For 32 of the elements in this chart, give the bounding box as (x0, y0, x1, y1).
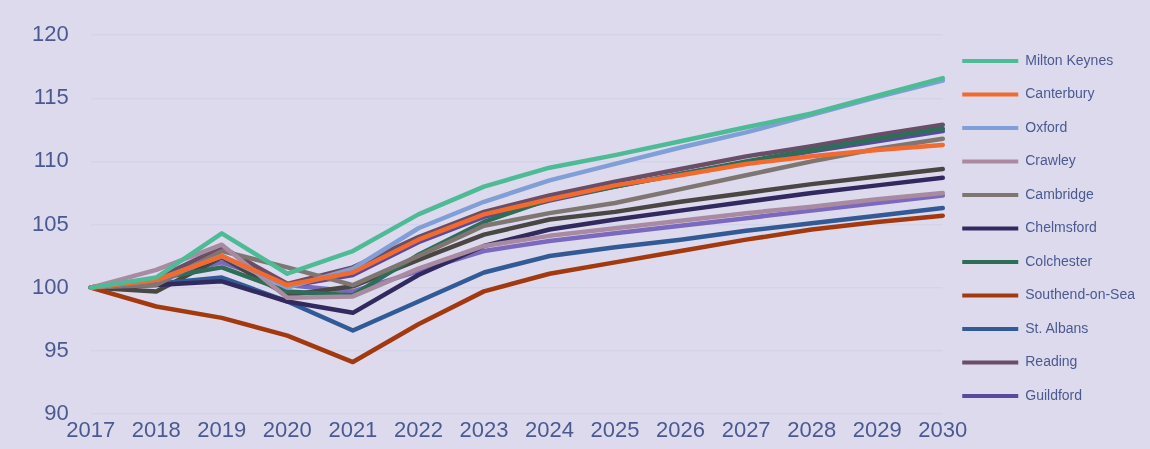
x-tick-label: 2019 (197, 417, 247, 443)
legend-label: Reading (1025, 353, 1078, 370)
legend-label: Guildford (1025, 386, 1083, 403)
x-tick-label: 2020 (262, 417, 312, 443)
x-tick-label: 2028 (787, 417, 837, 443)
x-tick-label: 2018 (131, 417, 181, 443)
y-tick-label: 95 (44, 336, 69, 362)
y-tick-label: 115 (33, 84, 69, 110)
y-tick-label: 90 (44, 399, 69, 425)
x-tick-label: 2017 (66, 417, 116, 443)
legend-label: Colchester (1025, 252, 1093, 269)
x-tick-label: 2027 (721, 417, 771, 443)
x-tick-label: 2025 (590, 417, 640, 443)
legend-label: Chelmsford (1025, 219, 1097, 236)
legend-label: Oxford (1025, 118, 1068, 135)
legend-label: Canterbury (1025, 85, 1095, 102)
x-tick-label: 2023 (459, 417, 509, 443)
legend-label: St. Albans (1025, 319, 1089, 336)
y-tick-label: 100 (31, 273, 69, 299)
x-tick-label: 2029 (852, 417, 902, 443)
legend-label: Cambridge (1025, 185, 1094, 202)
x-tick-label: 2026 (656, 417, 706, 443)
legend-label: Milton Keynes (1025, 51, 1114, 68)
x-tick-label: 2022 (393, 417, 443, 443)
x-tick-label: 2024 (525, 417, 574, 443)
legend-label: Southend-on-Sea (1025, 286, 1136, 303)
legend-label: Crawley (1025, 152, 1076, 169)
y-tick-label: 110 (33, 147, 69, 173)
y-tick-label: 105 (31, 210, 69, 236)
y-tick-label: 120 (31, 21, 69, 47)
x-tick-label: 2021 (328, 417, 378, 443)
x-tick-label: 2030 (918, 417, 968, 443)
